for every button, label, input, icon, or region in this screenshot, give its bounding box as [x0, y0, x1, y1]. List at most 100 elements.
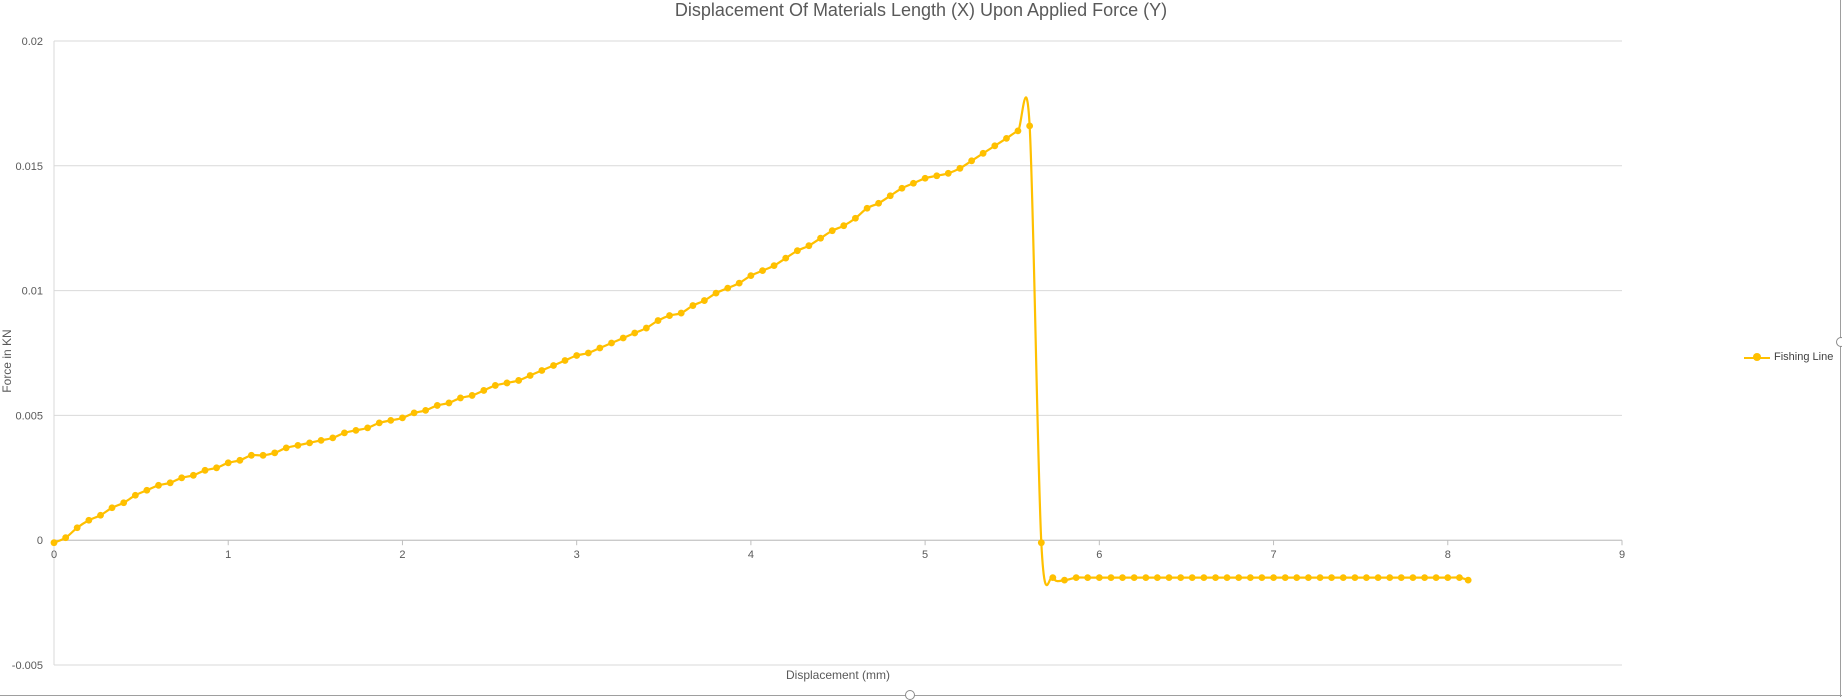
data-point: [1281, 574, 1289, 582]
data-point: [1386, 574, 1394, 582]
legend-dot: [1753, 353, 1761, 361]
data-point: [1188, 574, 1196, 582]
data-point: [236, 456, 244, 464]
data-point: [1212, 574, 1219, 582]
data-point: [991, 142, 999, 150]
data-point: [944, 169, 952, 177]
data-point: [1235, 574, 1243, 582]
data-point: [666, 312, 673, 319]
data-point: [561, 357, 569, 364]
data-point: [1374, 574, 1382, 582]
chart-frame-bottom: [0, 695, 1842, 696]
data-point: [747, 272, 755, 280]
data-point: [526, 372, 534, 379]
data-point: [329, 434, 337, 442]
data-point: [1153, 574, 1161, 582]
x-axis-label: Displacement (mm): [785, 668, 890, 682]
data-point: [1421, 574, 1429, 582]
data-point: [817, 234, 824, 242]
data-point: [863, 204, 871, 212]
data-point: [1014, 127, 1022, 135]
data-point: [1305, 574, 1312, 582]
legend-label: Fishing Line: [1774, 351, 1834, 363]
data-point: [503, 379, 511, 387]
data-point: [1328, 574, 1335, 582]
data-point: [1464, 576, 1472, 584]
data-point: [1432, 574, 1440, 582]
resize-handle-bottom[interactable]: [905, 690, 915, 700]
data-point: [1270, 574, 1277, 582]
data-point: [1026, 122, 1034, 130]
data-point: [933, 172, 941, 180]
chart-title: Displacement Of Materials Length (X) Upo…: [674, 0, 1168, 20]
chart-legend[interactable]: Fishing Line: [1744, 351, 1833, 363]
data-point: [201, 466, 209, 474]
y-tick-label: 0.01: [22, 286, 43, 298]
data-point: [1095, 574, 1103, 582]
y-tick-label: -0.005: [12, 660, 43, 672]
data-point: [97, 511, 104, 519]
data-point: [1456, 574, 1463, 582]
data-point: [445, 399, 453, 407]
x-tick-label: 3: [574, 549, 580, 561]
data-point: [375, 419, 383, 427]
data-point: [608, 339, 615, 347]
data-point: [271, 449, 279, 457]
data-point: [654, 317, 662, 324]
data-point: [584, 349, 592, 357]
data-point: [724, 284, 732, 292]
x-tick-label: 4: [748, 549, 754, 561]
data-point: [294, 441, 302, 449]
data-point: [259, 451, 267, 459]
data-point: [642, 324, 650, 332]
data-point: [840, 222, 848, 230]
data-point: [73, 524, 81, 532]
data-point: [143, 486, 151, 494]
data-point: [1223, 574, 1231, 582]
data-point: [317, 436, 325, 444]
resize-handle-right[interactable]: [1836, 337, 1842, 347]
data-point: [1351, 574, 1359, 582]
data-point: [1316, 574, 1324, 582]
data-point: [410, 409, 418, 417]
data-point: [700, 297, 708, 304]
data-point: [677, 309, 685, 317]
x-tick-label: 1: [225, 549, 231, 561]
data-point: [120, 499, 128, 507]
data-point: [224, 459, 232, 467]
data-point: [875, 199, 882, 207]
data-point: [352, 426, 360, 434]
data-point: [457, 394, 464, 402]
data-point: [794, 247, 801, 255]
data-point: [619, 334, 627, 342]
data-point: [1142, 574, 1150, 582]
data-point: [631, 329, 639, 337]
data-point: [282, 444, 290, 452]
data-point: [131, 491, 139, 499]
x-tick-label: 6: [1096, 549, 1102, 561]
data-point: [1397, 574, 1405, 582]
data-point: [341, 429, 348, 437]
data-point: [1107, 574, 1115, 582]
data-point: [189, 471, 197, 479]
data-point: [1165, 574, 1173, 582]
data-point: [1177, 574, 1185, 582]
data-point: [247, 451, 255, 459]
x-tick-label: 5: [922, 549, 928, 561]
data-point: [468, 392, 476, 399]
data-point: [1003, 134, 1010, 142]
data-point: [433, 402, 441, 409]
data-point: [1200, 574, 1208, 582]
data-point: [364, 424, 371, 432]
data-point: [759, 267, 766, 275]
data-point: [1049, 574, 1057, 582]
y-axis-label: Force in KN: [0, 329, 14, 393]
data-point: [85, 516, 93, 524]
y-tick-label: 0.015: [15, 161, 43, 173]
x-tick-label: 9: [1619, 549, 1625, 561]
data-point: [1084, 574, 1092, 582]
data-point: [1072, 574, 1080, 582]
data-point: [50, 539, 58, 547]
